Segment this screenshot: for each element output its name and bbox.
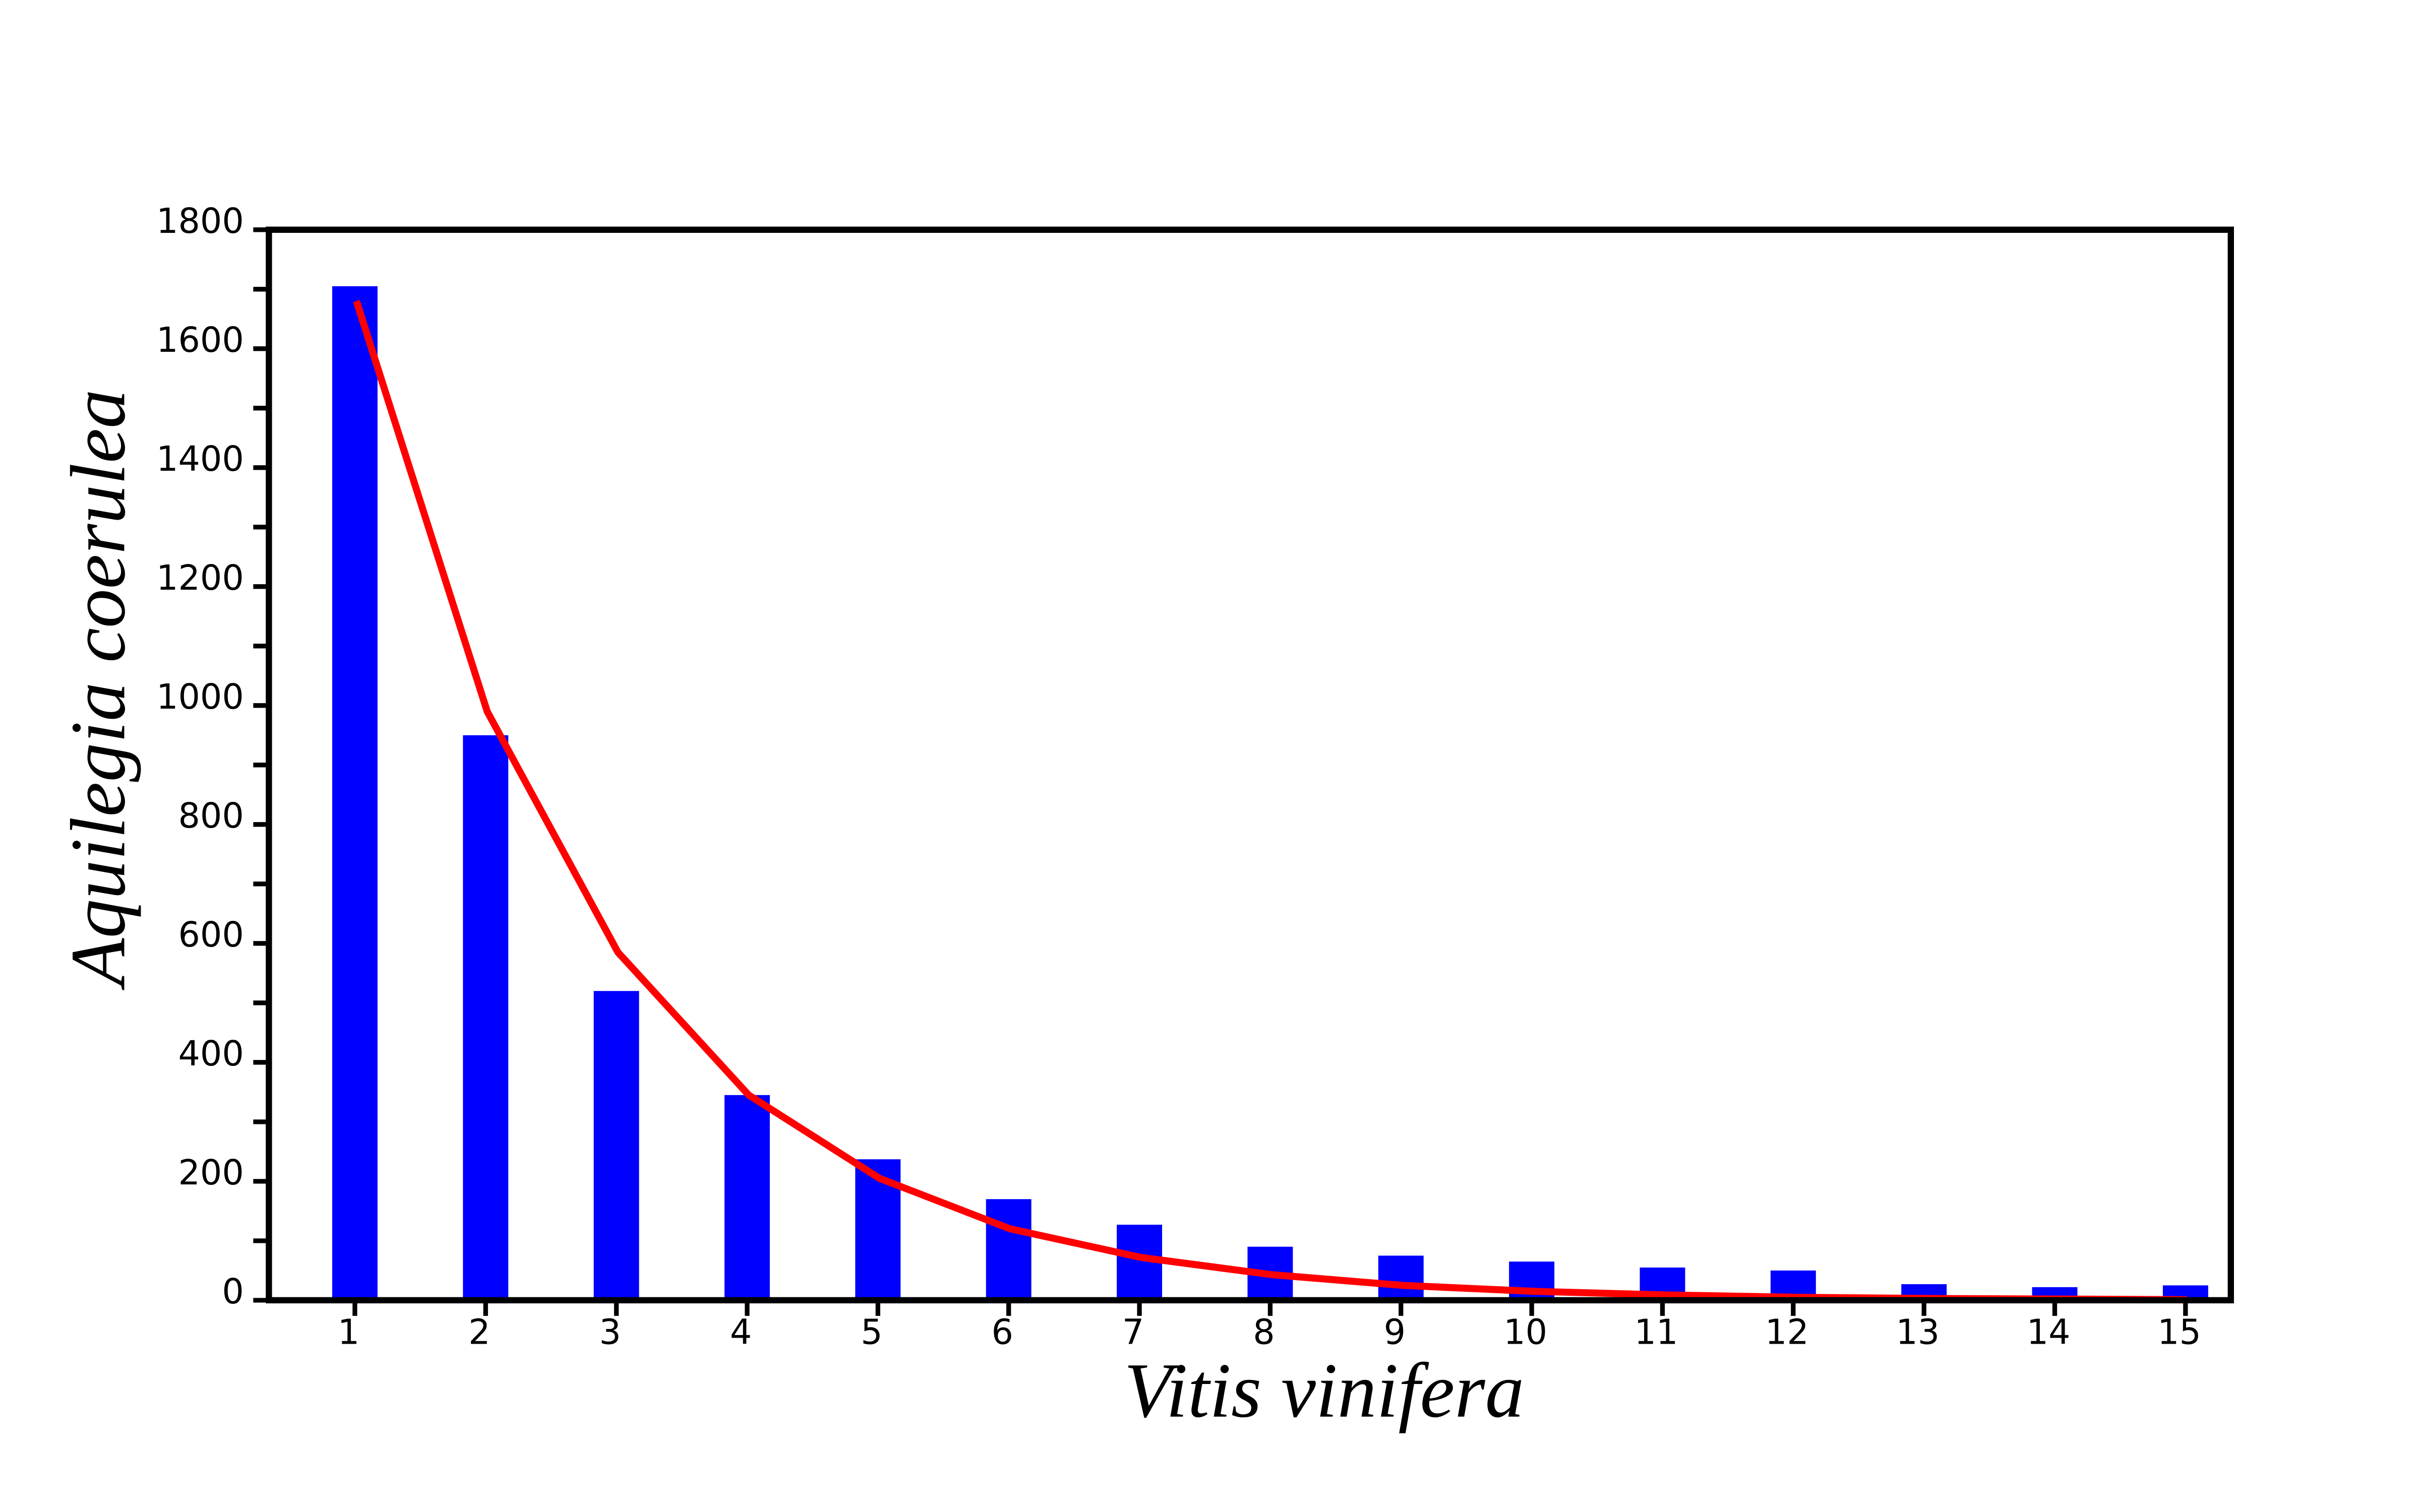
bar [593,991,639,1300]
x-tick-label: 11 [1635,1313,1678,1353]
x-tick-label: 15 [2157,1313,2201,1353]
x-tick-label: 2 [468,1313,490,1353]
y-axis-title: Aquilegia coerulea [54,389,141,990]
y-tick-label: 1200 [156,558,244,598]
y-tick-label: 1800 [156,202,244,241]
y-tick-label: 1600 [156,321,244,360]
bar [986,1199,1032,1300]
x-tick-label: 3 [599,1313,621,1353]
bar [724,1095,770,1300]
bar [1378,1255,1424,1300]
x-tick-label: 14 [2027,1313,2071,1353]
x-tick-label: 7 [1122,1313,1144,1353]
x-tick-label: 13 [1896,1313,1940,1353]
x-tick-label: 6 [992,1313,1013,1353]
y-tick-label: 1400 [156,439,244,479]
x-axis-title: Vitis vinifera [1124,1347,1525,1434]
y-tick-label: 600 [178,915,244,955]
y-tick-label: 800 [178,796,244,836]
x-tick-label: 5 [861,1313,882,1353]
x-tick-label: 1 [338,1313,359,1353]
x-tick-label: 10 [1503,1313,1547,1353]
bar [332,286,378,1300]
y-tick-label: 400 [178,1034,244,1074]
y-tick-label: 1000 [156,677,244,717]
y-tick-label: 0 [222,1272,244,1312]
plot-frame [266,226,2234,1304]
x-tick-label: 12 [1765,1313,1809,1353]
bar [463,735,509,1300]
x-tick-label: 9 [1384,1313,1406,1353]
y-tick-label: 200 [178,1153,244,1193]
x-tick-label: 4 [730,1313,752,1353]
x-tick-label: 8 [1253,1313,1275,1353]
